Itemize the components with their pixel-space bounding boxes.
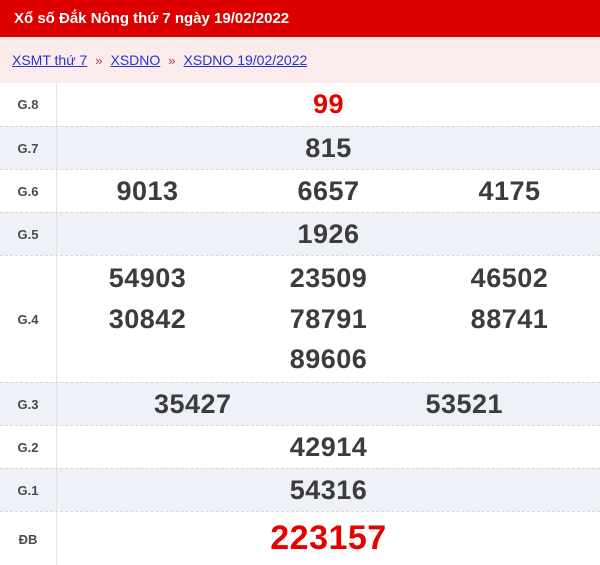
prize-label: G.5 bbox=[0, 213, 57, 255]
prize-label: G.1 bbox=[0, 469, 57, 511]
prize-values: 42914 bbox=[57, 426, 600, 468]
prize-number: 46502 bbox=[470, 263, 549, 294]
prize-values: 815 bbox=[57, 127, 600, 169]
breadcrumb-link-current-draw[interactable]: XSDNO 19/02/2022 bbox=[183, 52, 308, 68]
prize-number: 42914 bbox=[289, 431, 368, 462]
prize-values: 54903 23509 46502 30842 78791 88741 8960… bbox=[57, 256, 600, 382]
prize-row-g6: G.6 9013 6657 4175 bbox=[0, 169, 600, 212]
prize-values: 54316 bbox=[57, 469, 600, 511]
prize-values: 1926 bbox=[57, 213, 600, 255]
prize-number: 23509 bbox=[289, 263, 368, 294]
prize-number: 223157 bbox=[270, 519, 387, 558]
prize-values: 99 bbox=[57, 83, 600, 126]
prize-label: G.2 bbox=[0, 426, 57, 468]
breadcrumb-separator-icon: » bbox=[168, 52, 176, 68]
prize-number: 4175 bbox=[478, 175, 541, 206]
prize-number: 54903 bbox=[108, 263, 187, 294]
prize-row-g5: G.5 1926 bbox=[0, 212, 600, 255]
prize-row-g8: G.8 99 bbox=[0, 83, 600, 126]
prize-number: 35427 bbox=[153, 388, 232, 419]
prize-label: ĐB bbox=[0, 512, 57, 565]
prize-number: 53521 bbox=[425, 388, 504, 419]
prize-number: 815 bbox=[305, 132, 352, 163]
breadcrumb-separator-icon: » bbox=[95, 52, 103, 68]
prize-row-g7: G.7 815 bbox=[0, 126, 600, 169]
prize-number: 78791 bbox=[289, 303, 368, 334]
prize-number: 9013 bbox=[116, 175, 179, 206]
prize-label: G.4 bbox=[0, 256, 57, 382]
prize-label: G.7 bbox=[0, 127, 57, 169]
prize-number: 54316 bbox=[289, 474, 368, 505]
breadcrumb-link-xsdno[interactable]: XSDNO bbox=[110, 52, 161, 68]
prize-label: G.6 bbox=[0, 170, 57, 212]
prize-label: G.3 bbox=[0, 383, 57, 425]
prize-values: 35427 53521 bbox=[57, 383, 600, 425]
prize-number: 1926 bbox=[297, 218, 360, 249]
breadcrumb: XSMT thứ 7 » XSDNO » XSDNO 19/02/2022 bbox=[0, 37, 600, 83]
prize-row-g2: G.2 42914 bbox=[0, 425, 600, 468]
prize-values: 223157 bbox=[57, 512, 600, 565]
prize-number: 99 bbox=[312, 89, 345, 120]
prize-label: G.8 bbox=[0, 83, 57, 126]
prize-number: 89606 bbox=[289, 344, 368, 375]
prize-values: 9013 6657 4175 bbox=[57, 170, 600, 212]
prize-row-g3: G.3 35427 53521 bbox=[0, 382, 600, 425]
prize-row-g4: G.4 54903 23509 46502 30842 78791 88741 … bbox=[0, 255, 600, 382]
lottery-results-table: G.8 99 G.7 815 G.6 9013 6657 4175 G.5 19… bbox=[0, 83, 600, 565]
breadcrumb-link-xsmt[interactable]: XSMT thứ 7 bbox=[12, 52, 88, 68]
prize-number: 88741 bbox=[470, 303, 549, 334]
page-title: Xổ số Đắk Nông thứ 7 ngày 19/02/2022 bbox=[14, 10, 290, 27]
prize-number: 30842 bbox=[108, 303, 187, 334]
prize-row-g1: G.1 54316 bbox=[0, 468, 600, 511]
prize-number: 6657 bbox=[297, 175, 360, 206]
prize-row-db: ĐB 223157 bbox=[0, 511, 600, 565]
page-title-bar: Xổ số Đắk Nông thứ 7 ngày 19/02/2022 bbox=[0, 0, 600, 37]
